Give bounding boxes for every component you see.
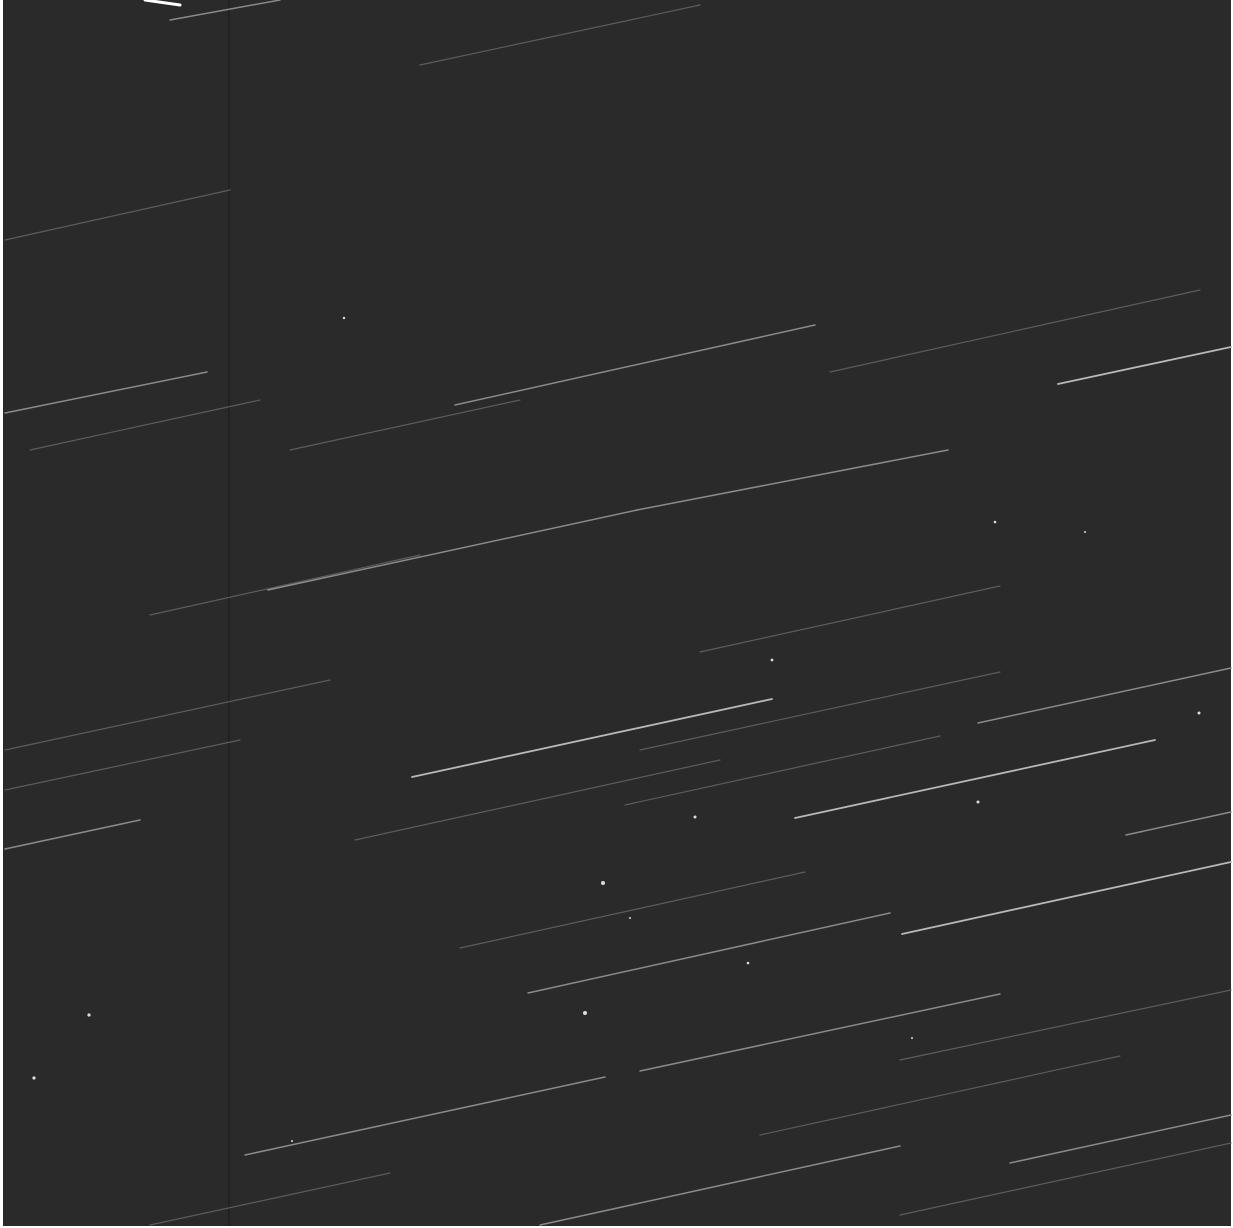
sky-background xyxy=(3,0,1231,1226)
star-trail-image xyxy=(0,0,1233,1228)
